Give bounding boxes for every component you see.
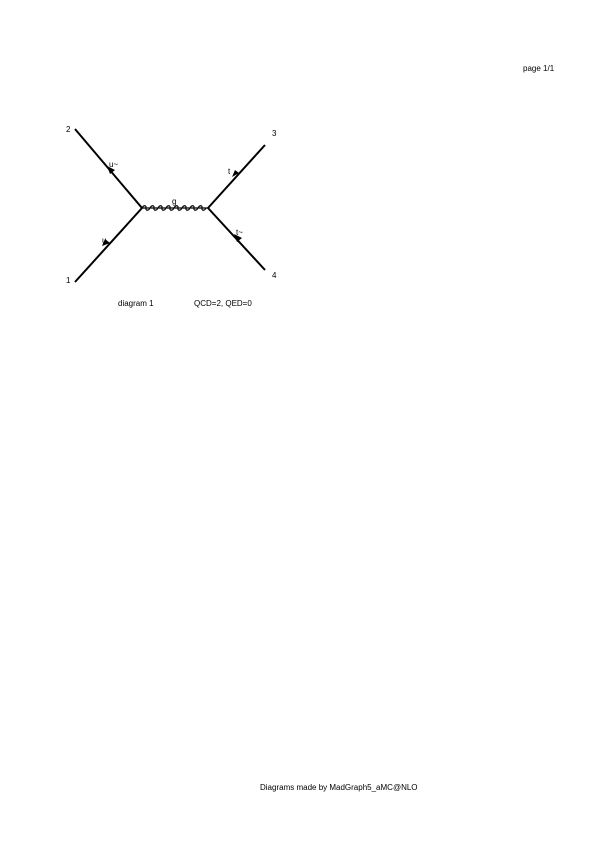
vertex-label-1: 1 (66, 276, 71, 285)
particle-label-incoming-upper: u~ (109, 160, 118, 169)
vertex-label-4: 4 (272, 271, 277, 280)
arrow-incoming-lower (102, 239, 110, 246)
particle-label-propagator: g (172, 197, 176, 206)
gluon-propagator (141, 205, 208, 211)
coupling-orders: QCD=2, QED=0 (194, 299, 252, 308)
arrow-outgoing-lower (234, 234, 242, 242)
arrow-incoming-upper (107, 166, 115, 174)
arrow-outgoing-upper (232, 170, 239, 177)
diagram-caption: diagram 1 (118, 299, 154, 308)
footer-credit: Diagrams made by MadGraph5_aMC@NLO (260, 783, 418, 792)
particle-label-outgoing-upper: t (228, 167, 231, 176)
vertex-label-2: 2 (66, 125, 71, 134)
line-incoming-lower (74, 207, 143, 283)
line-outgoing-upper (207, 144, 266, 209)
vertex-label-3: 3 (272, 129, 277, 138)
particle-label-incoming-lower: u (102, 236, 106, 245)
particle-label-outgoing-lower: t~ (236, 228, 243, 237)
page-number: page 1/1 (523, 64, 555, 73)
